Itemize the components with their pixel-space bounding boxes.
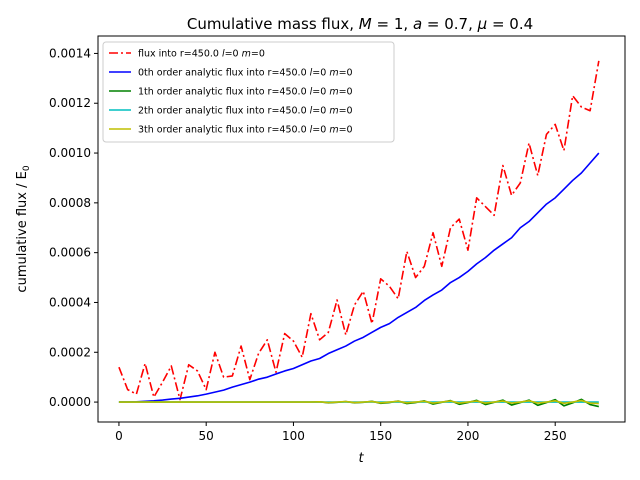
y-tick-label: 0.0006 [49,246,91,260]
series-line-4 [118,399,599,405]
legend-label-4: 3th order analytic flux into r=450.0 l=0… [138,125,353,136]
y-axis-label-text: cumulative flux / E [15,171,30,292]
y-axis-label-subscript: 0 [22,165,32,171]
legend-label-1: 0th order analytic flux into r=450.0 l=0… [138,68,353,79]
x-axis-ticks: 0 50 100 150 200 250 [115,422,567,443]
title-a-symbol: a [413,15,422,33]
title-mu-value: = 0.4 [487,15,533,33]
y-axis-ticks: 0.0000 0.0002 0.0004 0.0006 0.0008 0.0010 0.00… [49,46,98,409]
x-tick-label: 150 [369,429,392,443]
y-tick-label: 0.0000 [49,395,91,409]
title-prefix: Cumulative mass flux, [187,15,359,33]
x-tick-label: 50 [199,429,214,443]
title-M-symbol: M [359,15,372,33]
y-tick-label: 0.0010 [49,146,91,160]
title-M-value: = 1, [372,15,413,33]
plot-area-frame [97,35,626,423]
series-line-0 [118,60,600,401]
y-tick-label: 0.0004 [49,295,91,309]
legend-label-0: flux into r=450.0 l=0 m=0 [138,49,265,60]
x-axis-label: t [358,451,364,466]
series-layer [118,60,600,408]
x-tick-label: 250 [544,429,567,443]
y-tick-label: 0.0002 [49,345,91,359]
series-line-1 [118,152,600,403]
legend-label-2: 1th order analytic flux into r=450.0 l=0… [138,87,353,98]
x-tick-label: 0 [115,429,123,443]
legend-box [102,41,395,143]
title-a-value: = 0.7, [422,15,478,33]
x-tick-label: 100 [282,429,305,443]
x-tick-label: 200 [456,429,479,443]
legend: flux into r=450.0 l=0 m=0 0th order analy… [102,41,395,143]
y-axis-label: cumulative flux / E0 [15,165,32,292]
chart-title: Cumulative mass flux, M = 1, a = 0.7, μ … [187,15,533,33]
y-tick-label: 0.0014 [49,46,91,60]
y-tick-label: 0.0012 [49,96,91,110]
legend-label-3: 2th order analytic flux into r=450.0 l=0… [138,106,353,117]
y-tick-label: 0.0008 [49,196,91,210]
title-mu-symbol: μ [477,15,488,33]
